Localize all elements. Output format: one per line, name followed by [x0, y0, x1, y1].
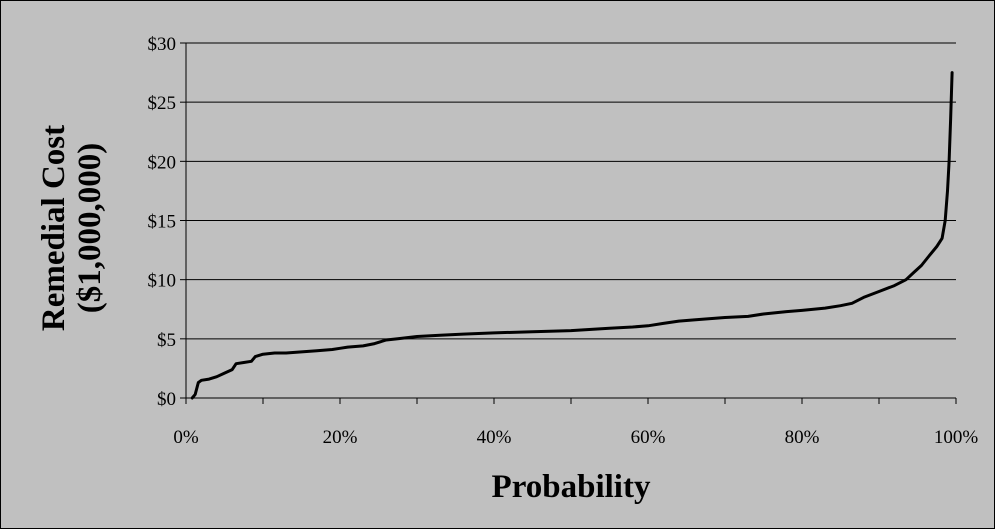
x-tick-label: 40%	[477, 427, 512, 448]
x-tick-label: 60%	[631, 427, 666, 448]
x-tick-label: 100%	[934, 427, 979, 448]
y-tick-label: $25	[148, 93, 177, 114]
x-axis-title: Probability	[492, 469, 651, 505]
y-tick-label: $30	[148, 34, 177, 55]
y-tick-label: $15	[148, 212, 177, 233]
gridlines	[186, 42, 956, 340]
y-axis-title-line-1: Remedial Cost	[36, 125, 72, 331]
axes	[180, 42, 957, 404]
tick-labels: $0 $5 $10 $15 $20 $25 $30 0% 20% 40% 60% 80% 100%	[148, 34, 979, 448]
x-tick-label: 0%	[173, 427, 199, 448]
remedial-cost-curve	[190, 71, 954, 400]
y-axis-title-line-2: ($1,000,000)	[72, 143, 108, 313]
x-tick-label: 80%	[785, 427, 820, 448]
y-tick-label: $20	[148, 152, 177, 173]
data-series	[190, 71, 954, 400]
y-tick-label: $5	[157, 330, 176, 351]
y-tick-label: $10	[148, 271, 177, 292]
x-tick-label: 20%	[323, 427, 358, 448]
y-tick-label: $0	[157, 389, 176, 410]
